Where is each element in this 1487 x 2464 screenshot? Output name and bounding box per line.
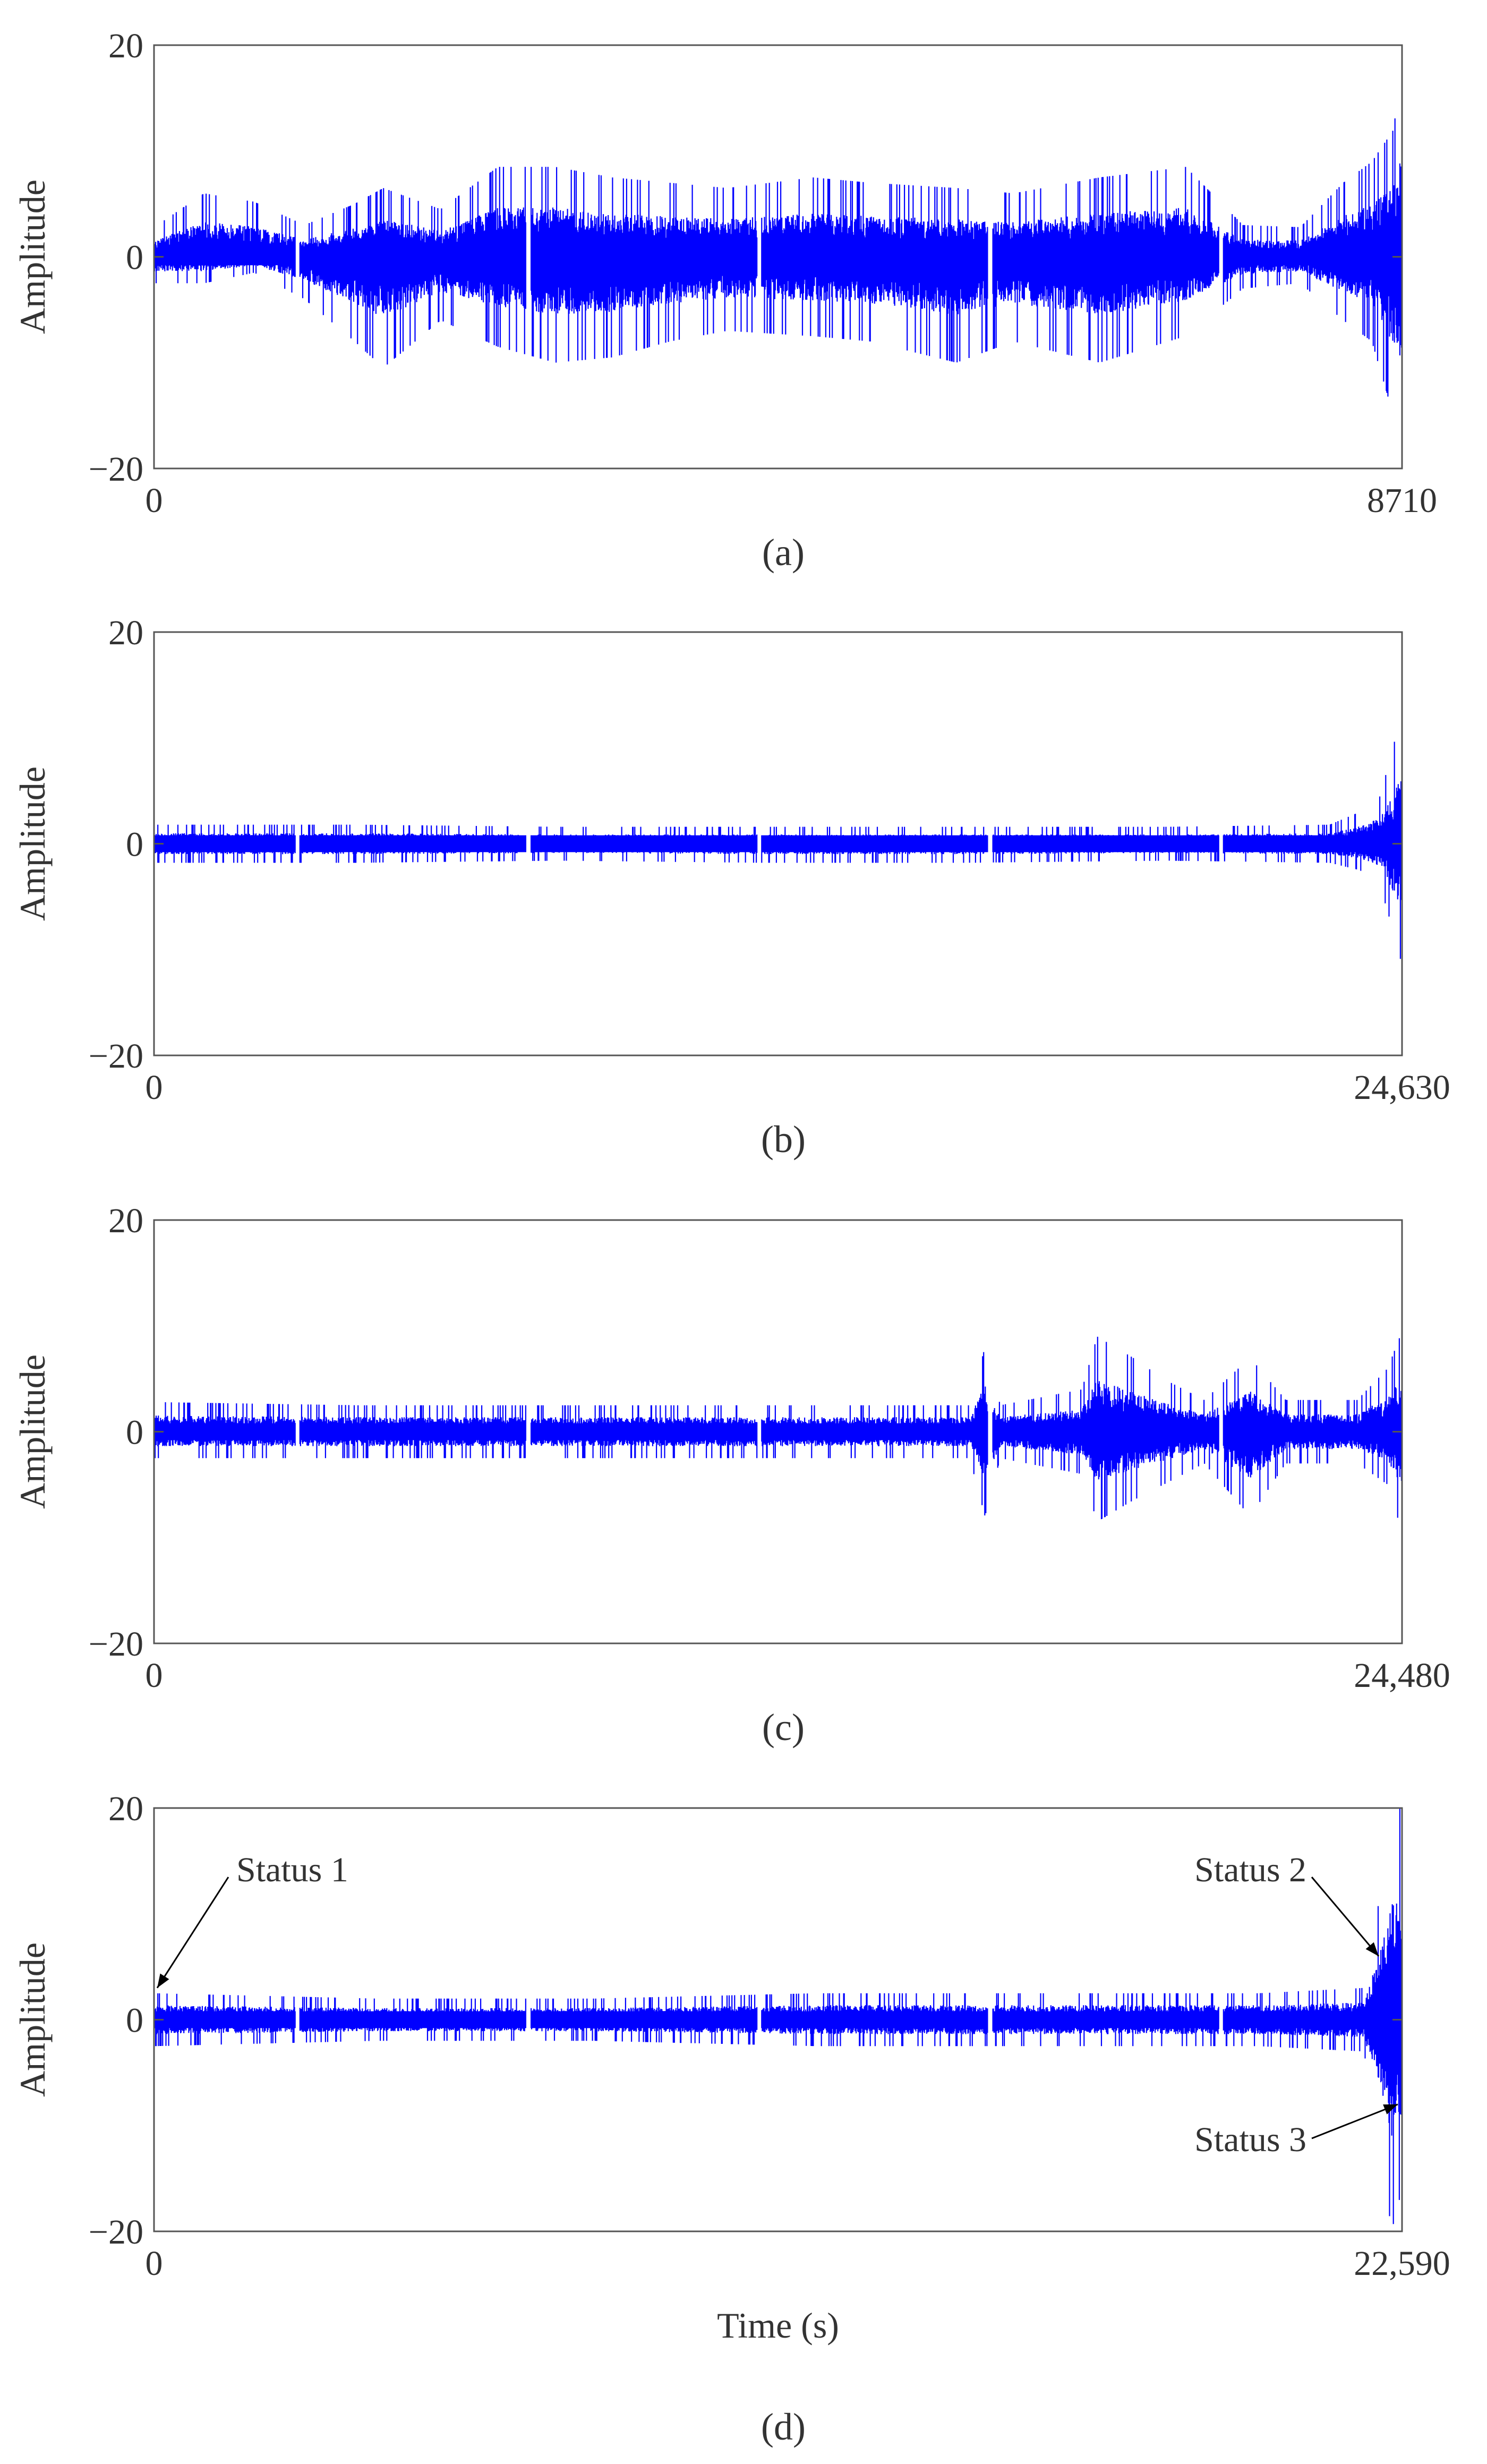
annotation-arrowhead xyxy=(1365,1942,1379,1956)
y-tick-label: 20 xyxy=(108,1789,143,1828)
annotation-arrowhead xyxy=(1383,2104,1398,2115)
x-tick-label-end: 24,480 xyxy=(1354,1656,1450,1695)
y-tick-label: −20 xyxy=(89,450,143,489)
signal-trace xyxy=(154,741,1402,959)
x-tick-label-end: 8710 xyxy=(1367,481,1437,520)
y-tick-label: 20 xyxy=(108,27,143,65)
x-axis-label: Time (s) xyxy=(717,2305,839,2346)
panel-label: (c) xyxy=(762,1706,805,1749)
signal-trace xyxy=(154,1331,1402,1520)
panel-label: (d) xyxy=(761,2406,806,2448)
panel-label: (b) xyxy=(761,1118,806,1161)
x-tick-label-start: 0 xyxy=(146,2244,163,2283)
panel-label: (a) xyxy=(762,531,805,574)
annotation-status-2: Status 2 xyxy=(1194,1851,1306,1889)
x-tick-label-start: 0 xyxy=(146,1068,163,1107)
y-tick-label: 20 xyxy=(108,1201,143,1240)
y-axis-label: Amplitude xyxy=(12,766,53,921)
y-axis-label: Amplitude xyxy=(12,180,53,334)
signal-trace xyxy=(154,1808,1402,2224)
x-tick-label-end: 24,630 xyxy=(1354,1068,1450,1107)
y-tick-label: 0 xyxy=(126,1413,143,1452)
x-tick-label-start: 0 xyxy=(146,481,163,520)
y-tick-label: −20 xyxy=(89,1037,143,1076)
y-tick-label: 0 xyxy=(126,238,143,277)
annotation-status-1: Status 1 xyxy=(236,1851,348,1889)
y-tick-label: 20 xyxy=(108,613,143,652)
y-tick-label: −20 xyxy=(89,1625,143,1664)
annotation-arrow xyxy=(1311,1877,1380,1957)
y-tick-label: 0 xyxy=(126,825,143,864)
annotation-status-3: Status 3 xyxy=(1194,2120,1306,2159)
annotation-arrow xyxy=(156,1877,229,1989)
x-tick-label-start: 0 xyxy=(146,1656,163,1695)
y-tick-label: 0 xyxy=(126,2001,143,2040)
signal-trace xyxy=(154,118,1402,397)
y-tick-label: −20 xyxy=(89,2213,143,2252)
y-axis-label: Amplitude xyxy=(12,1354,53,1509)
annotation-arrowhead xyxy=(157,1973,169,1988)
y-axis-label: Amplitude xyxy=(12,1942,53,2097)
x-tick-label-end: 22,590 xyxy=(1354,2244,1450,2283)
annotation-arrow xyxy=(1311,2103,1398,2139)
